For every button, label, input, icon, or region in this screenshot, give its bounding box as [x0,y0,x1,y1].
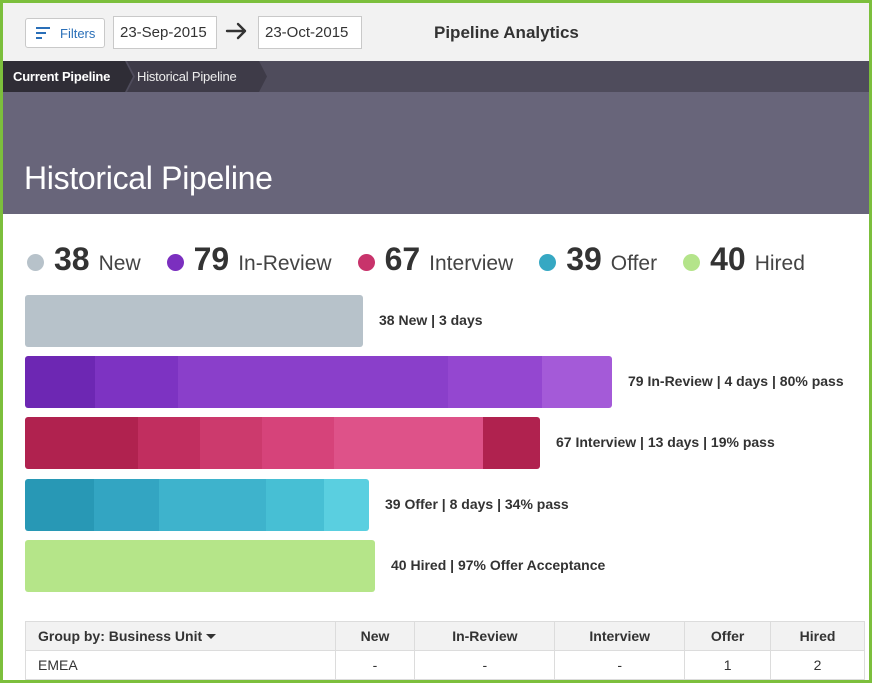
legend-dot [539,254,557,271]
bar-segment [200,417,262,469]
bar-segment [25,479,94,531]
bar-segment [261,417,334,469]
bar-segment [25,295,363,347]
bar-segment [159,479,266,531]
bar-segment [447,356,542,408]
legend-item-new: 38 New [27,241,141,278]
column-header-in-review[interactable]: In-Review [414,621,556,651]
breadcrumb-current-pipeline[interactable]: Current Pipeline [3,61,133,92]
bar-segment [93,479,160,531]
table-cell: 2 [770,650,865,680]
legend-label: Hired [754,252,805,275]
legend-item-interview: 67 Interview [357,241,514,278]
column-header-hired[interactable]: Hired [770,621,865,651]
column-header-offer[interactable]: Offer [684,621,772,651]
stage-label: 67 Interview | 13 days | 19% pass [556,434,775,450]
hero-banner: Historical Pipeline [3,92,869,214]
bar-segment [324,479,369,531]
group-by-label: Group by: Business Unit [38,628,203,644]
breakdown-table: Group by: Business Unit New In-Review In… [25,621,865,680]
legend-label: Offer [610,252,658,275]
bar-segment [25,540,375,592]
filters-label: Filters [60,25,96,41]
stage-label: 39 Offer | 8 days | 34% pass [385,496,569,512]
toolbar: Filters 23-Sep-2015 23-Oct-2015 Pipeline… [3,3,869,61]
bar-segment [95,356,178,408]
stage-bar-interview[interactable] [25,417,540,469]
table-cell: - [414,650,556,680]
column-header-interview[interactable]: Interview [554,621,686,651]
stage-bar-new[interactable] [25,295,363,347]
column-header-new[interactable]: New [334,621,416,651]
legend-label: In-Review [238,252,332,275]
date-to-field[interactable]: 23-Oct-2015 [258,16,362,49]
breadcrumb: Current Pipeline Historical Pipeline [3,61,869,92]
legend-item-offer: 39 Offer [539,241,657,278]
table-cell: - [554,650,686,680]
legend-count: 40 [710,241,746,277]
page-title: Historical Pipeline [24,160,273,196]
bar-segment [25,417,139,469]
legend-label: New [98,252,141,275]
legend-dot [683,254,701,271]
bar-segment [177,356,448,408]
table-row: EMEA - - - 1 2 [25,650,865,680]
legend-label: Interview [429,252,514,275]
legend-dot [357,254,375,271]
stage-bar-offer[interactable] [25,479,369,531]
bar-segment [138,417,201,469]
caret-down-icon [206,634,217,639]
business-unit-cell: EMEA [25,650,336,680]
stage-legend: 38 New 79 In-Review 67 Interview 39 Offe… [27,241,831,281]
filters-button[interactable]: Filters [25,18,105,48]
legend-dot [27,254,44,271]
table-cell: - [334,650,416,680]
legend-item-hired: 40 Hired [683,241,805,278]
stage-label: 38 New | 3 days [379,312,483,328]
stage-label: 40 Hired | 97% Offer Acceptance [391,557,606,573]
legend-count: 39 [566,241,602,277]
bar-segment [541,356,612,408]
table-cell: 1 [684,650,772,680]
bar-segment [333,417,484,469]
arrow-right-icon [225,22,247,40]
bar-segment [25,356,96,408]
group-by-dropdown[interactable]: Group by: Business Unit [25,621,336,651]
bar-segment [265,479,325,531]
legend-count: 67 [384,241,421,277]
legend-item-in-review: 79 In-Review [166,241,332,278]
stage-bar-in-review[interactable] [25,356,612,408]
bar-segment [483,417,540,469]
app-title: Pipeline Analytics [434,23,579,42]
stage-label: 79 In-Review | 4 days | 80% pass [628,373,844,389]
filter-lines-icon [36,27,50,39]
date-from-field[interactable]: 23-Sep-2015 [113,16,217,49]
breadcrumb-historical-pipeline[interactable]: Historical Pipeline [127,61,267,92]
stage-bar-hired[interactable] [25,540,375,592]
legend-count: 79 [193,241,230,277]
legend-count: 38 [54,241,90,277]
legend-dot [166,254,184,271]
